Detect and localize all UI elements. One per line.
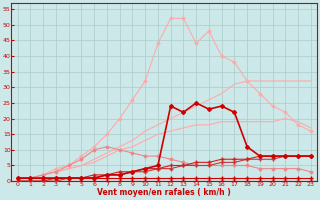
X-axis label: Vent moyen/en rafales ( km/h ): Vent moyen/en rafales ( km/h ): [97, 188, 231, 197]
